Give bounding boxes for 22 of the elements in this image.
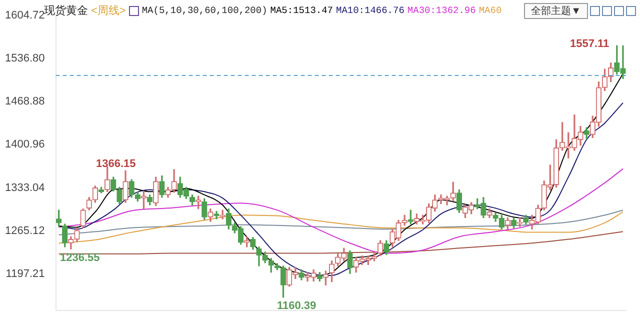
y-tick-label: 1333.04 — [4, 182, 45, 194]
text: MA60 — [478, 5, 502, 16]
y-tick-label: 1265.12 — [4, 224, 45, 237]
y-tick-label: 1604.72 — [4, 9, 45, 22]
y-tick-label: 1400.96 — [4, 138, 45, 151]
text: MA30:1362.96 — [407, 5, 476, 16]
annotation: 1366.15 — [96, 158, 136, 170]
annotation: 1236.55 — [60, 252, 100, 264]
line-series — [58, 211, 624, 244]
y-tick-label: 1468.88 — [4, 96, 45, 108]
annotation: 1160.39 — [277, 300, 316, 312]
annotation: MA(5,10,30,60,100,200) — [142, 5, 268, 16]
annotation: 全部主题▼ — [524, 3, 588, 19]
y-tick-label: 1536.80 — [4, 52, 45, 65]
chart-subtitle: <周线> — [91, 4, 126, 18]
line-series — [58, 210, 624, 236]
text: MA10:1466.76 — [336, 5, 404, 16]
line-series — [58, 168, 624, 254]
y-tick-label: 1197.21 — [6, 268, 45, 280]
annotation: 1557.11 — [570, 38, 610, 50]
chart-title: 现货黄金 — [44, 4, 88, 17]
text: MA5:1513.47 — [270, 5, 333, 16]
